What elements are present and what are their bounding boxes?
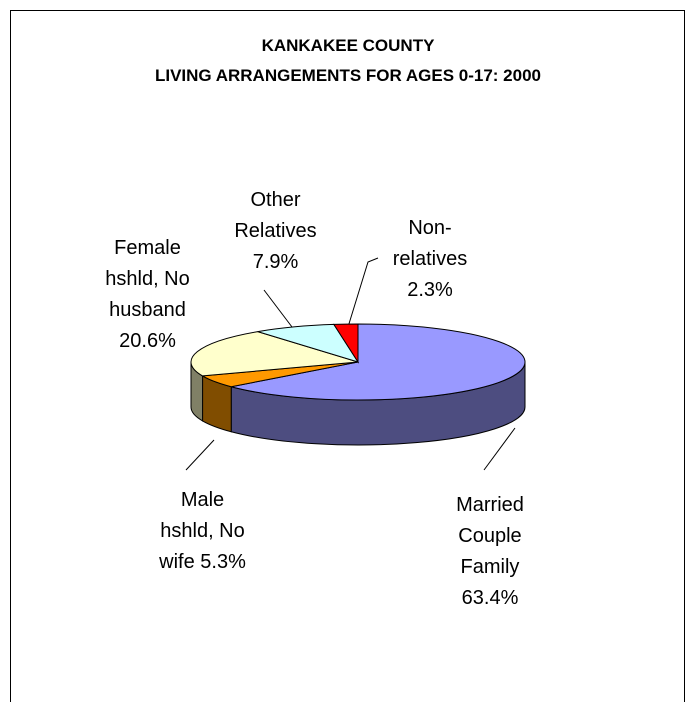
data-label: Female hshld, No husband 20.6%: [100, 233, 195, 357]
leader-line: [185, 439, 215, 471]
leader-line: [263, 289, 293, 328]
data-label: Other Relatives 7.9%: [228, 185, 323, 278]
label-category: Male hshld, No wife: [159, 489, 245, 573]
label-value: 63.4%: [461, 587, 519, 609]
label-category: Female hshld, No husband: [105, 237, 190, 321]
data-label: Non-relatives 2.3%: [385, 213, 475, 306]
data-label: Married Couple Family 63.4%: [450, 490, 530, 614]
pie-slice: [332, 323, 359, 364]
label-value: 5.3%: [200, 551, 246, 573]
pie-slice: [231, 323, 526, 401]
label-value: 20.6%: [119, 330, 176, 352]
pie-tops: [190, 323, 526, 401]
chart-title: KANKAKEE COUNTY: [262, 36, 436, 55]
leader-lines: [185, 257, 516, 471]
chart-subtitle: LIVING ARRANGEMENTS FOR AGES 0-17: 2000: [155, 66, 541, 85]
label-category: Other Relatives: [234, 189, 317, 242]
pie-slice: [190, 331, 359, 377]
leader-line: [347, 257, 379, 328]
label-category: Married Couple Family: [456, 494, 524, 578]
data-label: Male hshld, No wife 5.3%: [155, 485, 250, 578]
label-value: 2.3%: [407, 279, 453, 301]
leader-line: [483, 427, 516, 471]
label-category: Non-relatives: [392, 217, 468, 270]
label-value: 7.9%: [252, 251, 299, 273]
